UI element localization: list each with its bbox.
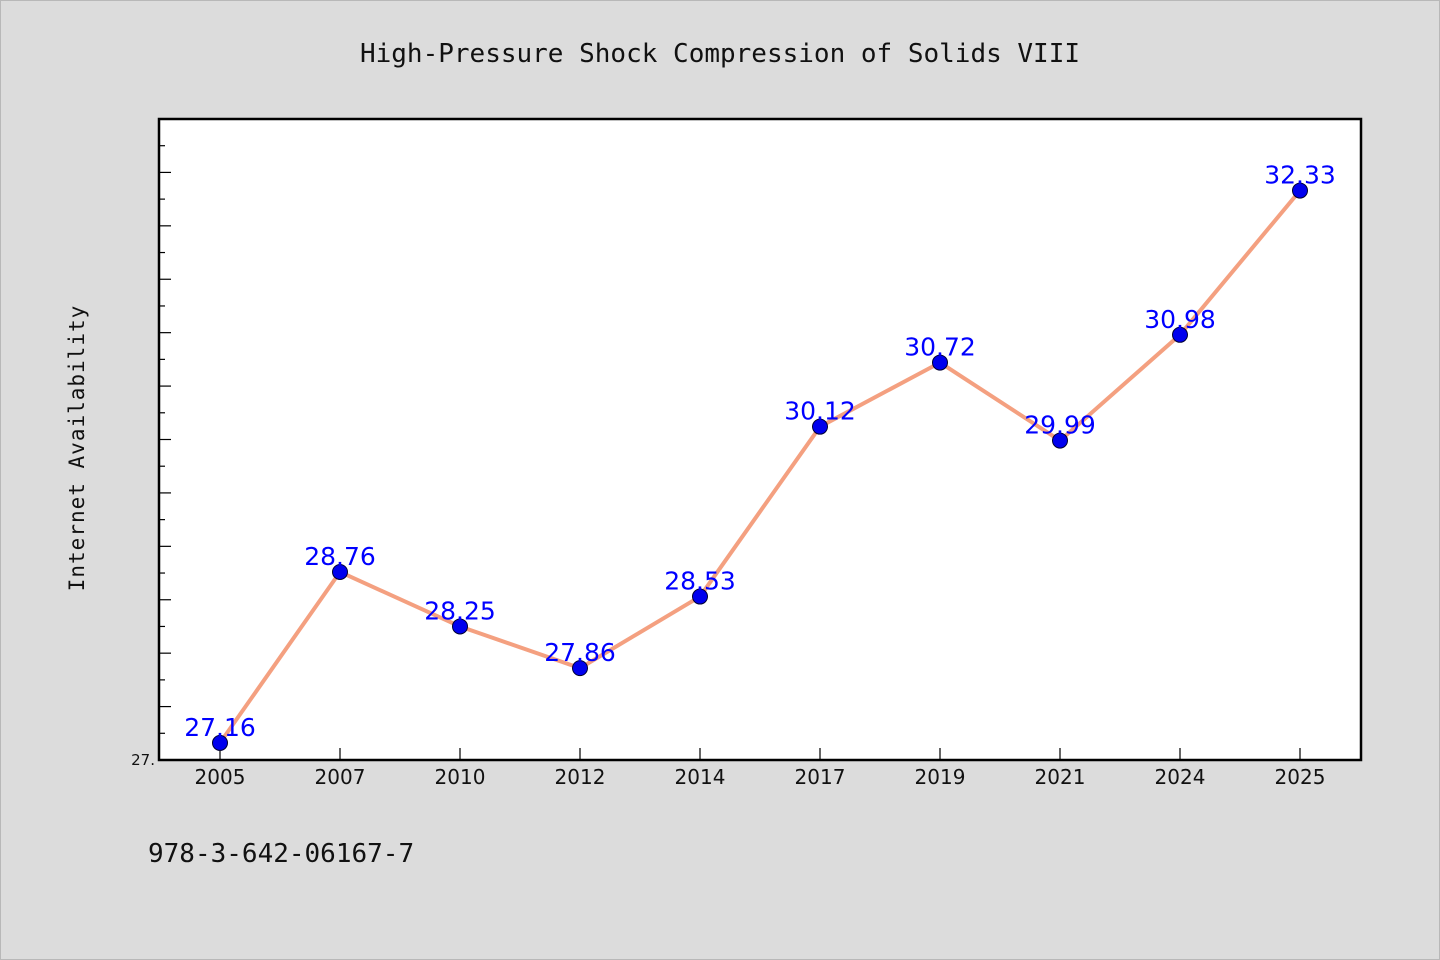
x-tick-label: 2025 (1275, 765, 1326, 789)
data-labels: 27.16 28.76 28.25 27.86 28.53 30.12 30.72 29.99… (184, 161, 1336, 742)
data-point-marker (1172, 326, 1188, 343)
x-tick-label: 2021 (1035, 765, 1086, 789)
data-label: 28.53 (664, 567, 736, 596)
x-tick-label: 2012 (555, 765, 606, 789)
series-line (218, 188, 1302, 745)
x-tick-label: 2005 (195, 765, 246, 789)
data-label: 30.98 (1144, 305, 1216, 334)
x-tick-label: 2014 (675, 765, 726, 789)
x-tick-label: 2019 (915, 765, 966, 789)
data-point-marker (1052, 432, 1068, 449)
data-point-marker (692, 588, 708, 605)
data-label: 32.33 (1264, 161, 1336, 190)
plot-area (157, 117, 1363, 762)
data-point-marker (1292, 182, 1308, 199)
data-point-marker (932, 354, 948, 371)
isbn-footer: 978-3-642-06167-7 (148, 839, 414, 869)
y-axis-ticks: 27. (131, 118, 171, 769)
x-tick-label: 2024 (1155, 765, 1206, 789)
x-tick-label: 2010 (435, 765, 486, 789)
y-axis-label: Internet Availability (65, 305, 89, 592)
data-label: 30.72 (904, 333, 976, 362)
data-point-marker (332, 563, 348, 580)
data-label: 30.12 (784, 397, 856, 426)
data-point-marker (812, 418, 828, 435)
data-label: 27.86 (544, 638, 616, 667)
x-tick-label: 2007 (315, 765, 366, 789)
x-axis-ticks: 2005 2007 2010 2012 2014 2017 2019 2021 2024 2025 (195, 748, 1326, 789)
data-points (212, 182, 1308, 751)
data-label: 28.25 (424, 596, 496, 625)
data-point-marker (212, 734, 228, 751)
data-point-marker (572, 660, 588, 677)
x-tick-label: 2017 (795, 765, 846, 789)
data-label: 27.16 (184, 713, 256, 742)
y-tick-label: 27. (131, 751, 155, 769)
data-point-marker (452, 618, 468, 635)
data-label: 28.76 (304, 542, 376, 571)
chart-title: High-Pressure Shock Compression of Solid… (360, 39, 1080, 69)
data-label: 29.99 (1024, 411, 1096, 440)
